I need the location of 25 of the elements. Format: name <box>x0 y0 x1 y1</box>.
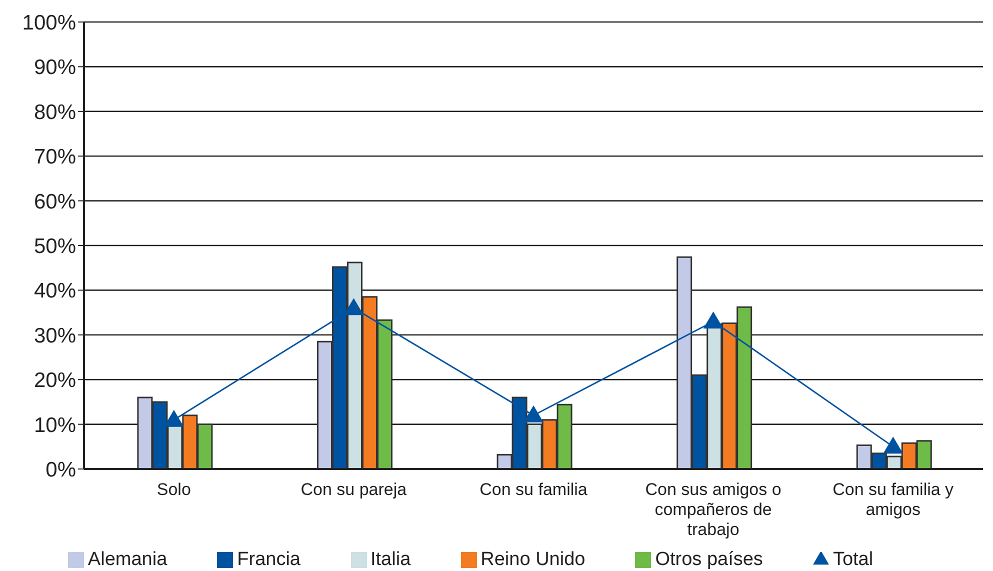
y-tick-label: 50% <box>34 234 76 258</box>
x-tick-label: Con su familia <box>480 480 588 499</box>
legend-label: Italia <box>370 549 411 570</box>
x-tick-label: Con sus amigos o compañeros de trabajo <box>645 480 782 539</box>
legend-label: Total <box>832 549 874 570</box>
x-tick-label: Con su pareja <box>300 480 408 499</box>
y-tick-label: 70% <box>34 146 76 169</box>
y-tick-label: 60% <box>34 190 76 214</box>
x-tick-label: Solo <box>156 480 191 499</box>
y-tick-label: 0% <box>46 458 76 482</box>
y-tick-label: 40% <box>34 280 76 303</box>
y-tick-label: 90% <box>34 56 76 80</box>
legend-label: Alemania <box>88 549 168 570</box>
x-tick-label: Con su familia y amigos <box>832 480 954 519</box>
point <box>524 405 544 422</box>
point <box>883 436 904 454</box>
legend-label: Francia <box>237 549 300 570</box>
point <box>703 311 724 328</box>
y-tick-label: 10% <box>34 414 76 437</box>
y-tick-label: 20% <box>34 369 76 392</box>
y-tick-label: 30% <box>34 324 76 348</box>
y-tick-label: 80% <box>34 100 76 124</box>
legend-label: Reino Unido <box>480 549 586 570</box>
legend-label: Otros países <box>655 549 763 570</box>
y-tick-label: 100% <box>22 11 76 34</box>
